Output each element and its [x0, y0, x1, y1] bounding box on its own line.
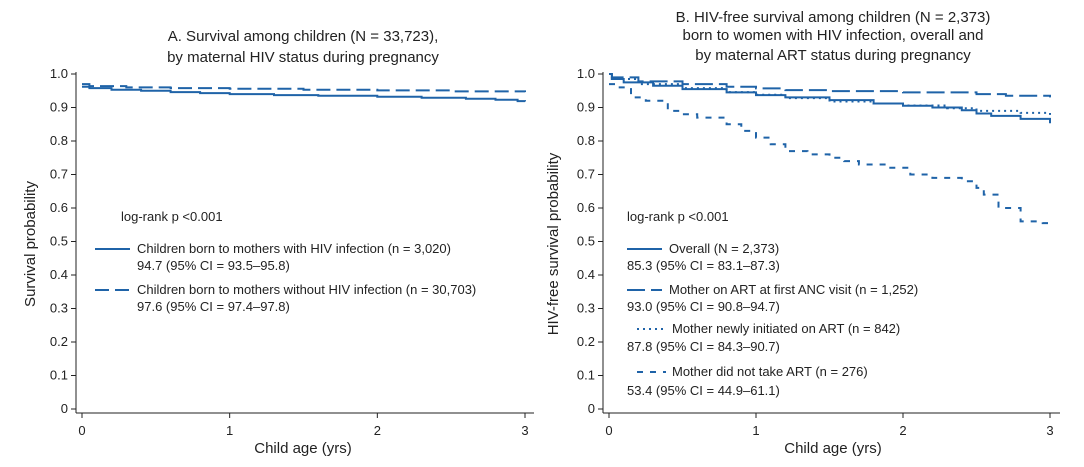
chart-b-title-line-3: by maternal ART status during pregnancy	[695, 47, 971, 64]
chart-a-ytick-label: 0.7	[50, 167, 68, 182]
chart-b-ytick-label: 0.5	[577, 234, 595, 249]
chart-b-title-line-2: born to women with HIV infection, overal…	[683, 27, 984, 44]
chart-a-ytick-label: 0	[61, 401, 68, 416]
chart-b-ylabel: HIV-free survival probability	[545, 152, 562, 335]
chart-b-ytick-label: 0.4	[577, 267, 595, 282]
chart-b-xtick-label: 0	[605, 423, 612, 438]
chart-b-xtick-label: 3	[1046, 423, 1053, 438]
chart-b-ytick-label: 0	[588, 401, 595, 416]
chart-a-series-2-line	[82, 83, 526, 93]
chart-a-series-1-line	[82, 85, 526, 103]
chart-b-ytick-label: 0.2	[577, 334, 595, 349]
chart-b-legend-ci-1: 85.3 (95% CI = 83.1–87.3)	[627, 258, 780, 273]
chart-a-ylabel: Survival probability	[22, 181, 39, 307]
chart-a-legend-ci-1: 94.7 (95% CI = 93.5–95.8)	[137, 258, 290, 273]
chart-b-legend-ci-2: 93.0 (95% CI = 90.8–94.7)	[627, 299, 780, 314]
chart-a-ytick-label: 0.5	[50, 234, 68, 249]
chart-b-series-3-line	[609, 73, 1051, 115]
chart-a-ytick-label: 0.3	[50, 301, 68, 316]
chart-b-legend-label-3: Mother newly initiated on ART (n = 842)	[672, 321, 900, 336]
chart-b-ytick-label: 0.3	[577, 301, 595, 316]
chart-b-ytick-label: 0.6	[577, 200, 595, 215]
chart-b-legend-label-1: Overall (N = 2,373)	[669, 241, 779, 256]
chart-b-title-line-1: B. HIV-free survival among children (N =…	[676, 9, 991, 26]
chart-a-ytick-label: 0.9	[50, 100, 68, 115]
chart-b-legend-label-4: Mother did not take ART (n = 276)	[672, 364, 868, 379]
chart-b-series-2-line	[609, 73, 1051, 98]
chart-b-ytick-label: 0.7	[577, 167, 595, 182]
chart-b-series-4-line	[609, 83, 1051, 229]
chart-b-legend-label-2: Mother on ART at first ANC visit (n = 1,…	[669, 282, 918, 297]
chart-a-ytick-label: 0.2	[50, 334, 68, 349]
chart-b-xtick-label: 1	[752, 423, 759, 438]
chart-a-legend-ci-2: 97.6 (95% CI = 97.4–97.8)	[137, 299, 290, 314]
chart-a-annotation: log-rank p <0.001	[121, 209, 223, 224]
chart-b-legend-ci-4: 53.4 (95% CI = 44.9–61.1)	[627, 383, 780, 398]
chart-a-title-line-2: by maternal HIV status during pregnancy	[167, 49, 439, 66]
chart-a-xtick-label: 1	[226, 423, 233, 438]
chart-a-ytick-label: 1.0	[50, 66, 68, 81]
chart-b-xlabel: Child age (yrs)	[784, 440, 882, 457]
chart-a-xtick-label: 2	[374, 423, 381, 438]
chart-a-xlabel: Child age (yrs)	[254, 440, 352, 457]
chart-a-xtick-label: 3	[521, 423, 528, 438]
chart-a-xtick-label: 0	[78, 423, 85, 438]
chart-b-ytick-label: 0.8	[577, 133, 595, 148]
chart-a-ytick-label: 0.1	[50, 368, 68, 383]
chart-b-ytick-label: 0.9	[577, 100, 595, 115]
chart-a-title-line-1: A. Survival among children (N = 33,723),	[168, 28, 439, 45]
chart-b-xtick-label: 2	[899, 423, 906, 438]
chart-b-annotation: log-rank p <0.001	[627, 209, 729, 224]
chart-b-ytick-label: 1.0	[577, 66, 595, 81]
chart-a-ytick-label: 0.6	[50, 200, 68, 215]
chart-a-legend-label-1: Children born to mothers with HIV infect…	[137, 241, 451, 256]
chart-b-ytick-label: 0.1	[577, 368, 595, 383]
chart-a-legend-label-2: Children born to mothers without HIV inf…	[137, 282, 476, 297]
chart-a-ytick-label: 0.8	[50, 133, 68, 148]
chart-b-legend-ci-3: 87.8 (95% CI = 84.3–90.7)	[627, 339, 780, 354]
chart-a-ytick-label: 0.4	[50, 267, 68, 282]
